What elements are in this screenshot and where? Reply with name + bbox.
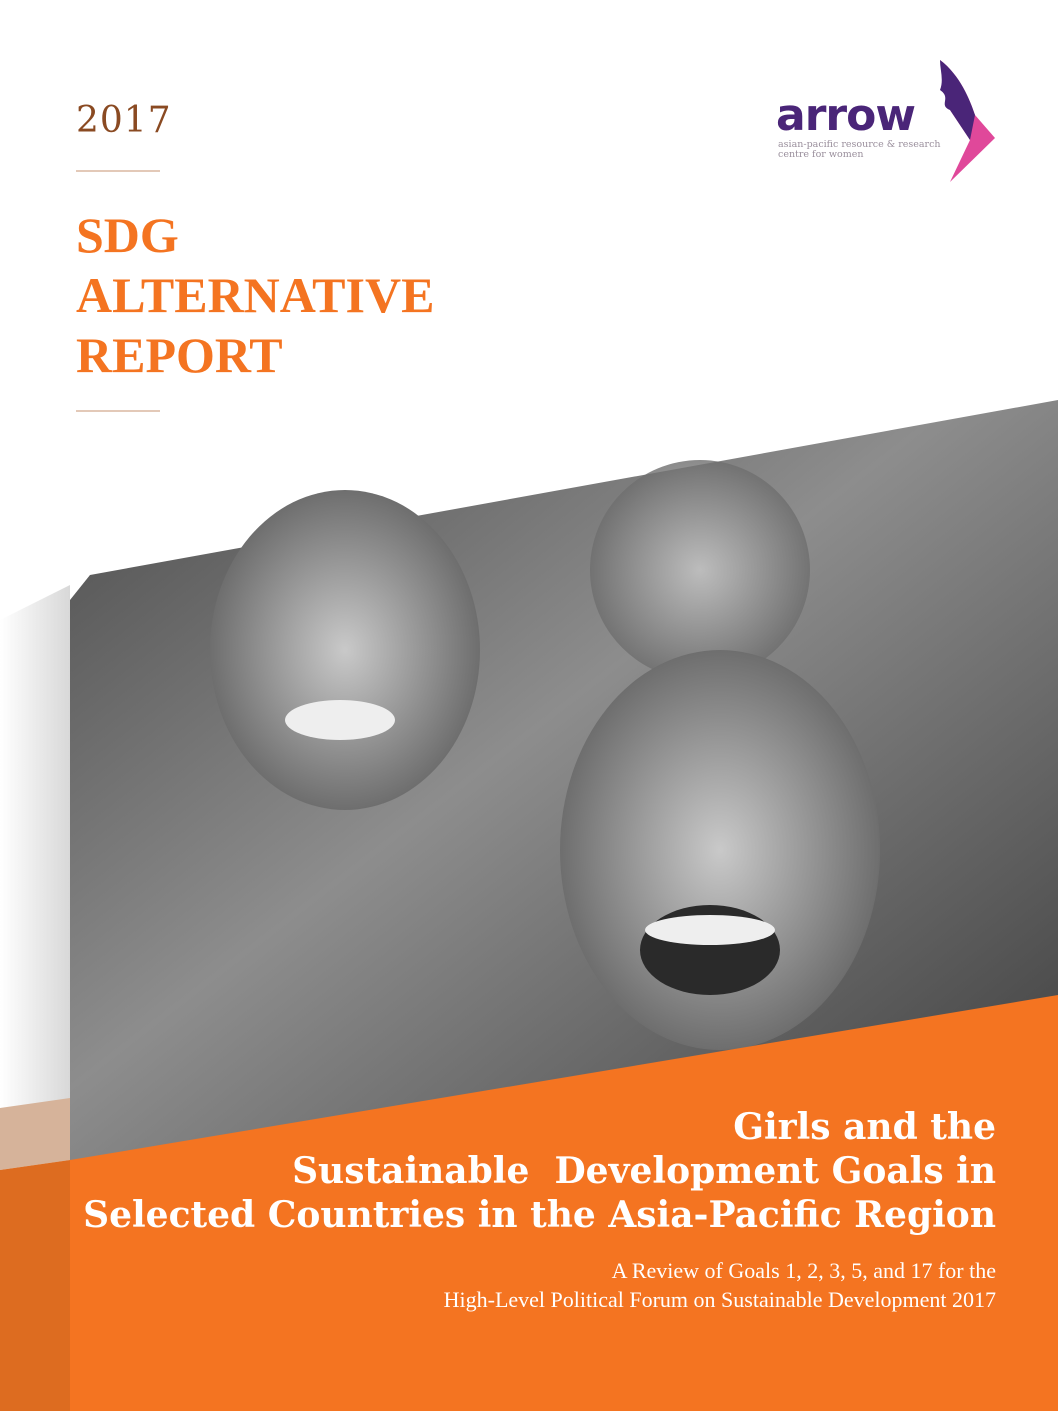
headline-line: Girls and the — [733, 1106, 996, 1148]
divider — [76, 410, 160, 412]
report-year: 2017 — [76, 100, 172, 141]
divider — [76, 170, 160, 172]
headline-line: Selected Countries in the Asia-Pacific R… — [83, 1194, 996, 1236]
title-line: ALTERNATIVE — [76, 267, 435, 323]
title-line: SDG — [76, 207, 179, 263]
page-shadow — [0, 585, 70, 1170]
tagline-line: centre for women — [778, 149, 864, 160]
arrow-logo-icon — [940, 60, 995, 182]
subtitle-line: A Review of Goals 1, 2, 3, 5, and 17 for… — [611, 1258, 996, 1283]
headline-line: Sustainable Development Goals in — [292, 1150, 996, 1192]
beige-strip — [0, 1098, 70, 1170]
subtitle-line: High-Level Political Forum on Sustainabl… — [443, 1287, 996, 1312]
cover-photo — [70, 400, 1058, 1165]
report-headline: Girls and the Sustainable Development Go… — [83, 1105, 996, 1237]
report-title: SDG ALTERNATIVE REPORT — [76, 205, 434, 385]
title-line: REPORT — [76, 327, 283, 383]
logo-tagline: asian-pacific resource & research centre… — [778, 140, 941, 160]
report-subtitle: A Review of Goals 1, 2, 3, 5, and 17 for… — [444, 1256, 996, 1314]
orange-strip — [0, 1160, 70, 1411]
tagline-line: asian-pacific resource & research — [778, 139, 941, 150]
logo-wordmark: arrow — [776, 90, 916, 141]
orange-panel — [70, 995, 1058, 1411]
